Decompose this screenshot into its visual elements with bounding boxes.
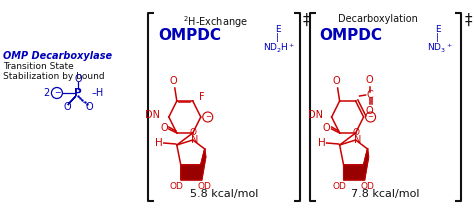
Text: ND$_2$H$^+$: ND$_2$H$^+$	[264, 42, 296, 55]
Text: OMPDC: OMPDC	[319, 28, 383, 43]
Text: ‡: ‡	[465, 13, 472, 28]
Text: O: O	[352, 128, 359, 137]
Text: O: O	[366, 75, 374, 85]
Text: F: F	[199, 92, 204, 102]
Text: Decarboxylation: Decarboxylation	[337, 14, 418, 24]
Text: N: N	[191, 135, 199, 145]
Polygon shape	[181, 149, 206, 180]
Text: OD: OD	[198, 182, 212, 191]
Text: E: E	[275, 25, 281, 34]
Text: O: O	[366, 106, 374, 116]
Text: |: |	[276, 33, 279, 42]
Text: 7.8 kcal/mol: 7.8 kcal/mol	[351, 189, 420, 199]
Text: H: H	[318, 138, 326, 148]
Text: OD: OD	[333, 182, 346, 191]
Text: 2: 2	[43, 88, 49, 98]
Text: O: O	[333, 76, 340, 86]
Text: OD: OD	[170, 182, 184, 191]
Text: H: H	[155, 138, 163, 148]
Text: E: E	[435, 25, 440, 34]
Polygon shape	[344, 149, 369, 180]
Text: −: −	[54, 88, 60, 97]
Text: P: P	[74, 88, 82, 98]
Text: O: O	[323, 123, 330, 133]
Text: DN: DN	[145, 110, 160, 120]
Text: $^{2}$H-Exchange: $^{2}$H-Exchange	[183, 14, 248, 30]
Text: 5.8 kcal/mol: 5.8 kcal/mol	[190, 189, 258, 199]
Text: −: −	[368, 114, 374, 120]
Text: Transition State: Transition State	[3, 62, 74, 71]
Text: O: O	[85, 102, 93, 112]
Text: OMPDC: OMPDC	[158, 28, 221, 43]
Text: O: O	[170, 76, 178, 86]
Polygon shape	[68, 96, 76, 105]
Text: C: C	[366, 90, 373, 100]
Text: O: O	[74, 74, 82, 84]
Text: OD: OD	[361, 182, 374, 191]
Text: –H: –H	[92, 88, 104, 98]
Text: |: |	[436, 33, 439, 42]
Text: DN: DN	[308, 110, 323, 120]
Text: O: O	[160, 123, 168, 133]
Text: ‡: ‡	[303, 13, 310, 28]
Text: −: −	[205, 114, 211, 120]
Text: O: O	[189, 128, 196, 137]
Text: Stabilization by bound: Stabilization by bound	[3, 72, 105, 81]
Text: N: N	[354, 135, 361, 145]
Text: OMP Decarboxylase: OMP Decarboxylase	[3, 51, 112, 61]
Text: O: O	[63, 102, 71, 112]
Text: ND$_3$$^+$: ND$_3$$^+$	[427, 42, 452, 55]
